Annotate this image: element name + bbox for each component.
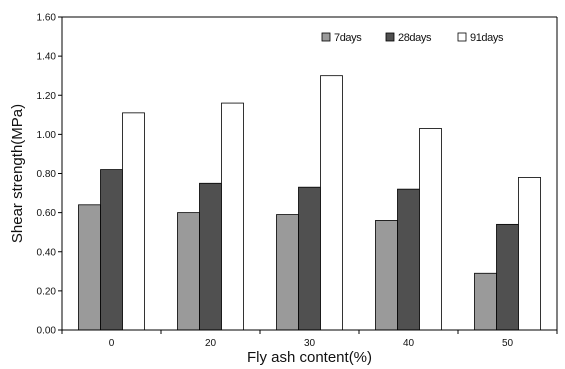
y-tick-label: 0.60 [37, 208, 57, 219]
legend-label-28days: 28days [398, 32, 432, 44]
bar-28days-30 [298, 186, 321, 331]
bar-91days-20 [221, 102, 244, 331]
bar-7days-20 [177, 212, 200, 331]
legend-label-7days: 7days [334, 32, 362, 44]
x-tick-label: 20 [205, 338, 217, 349]
y-tick-label: 1.40 [37, 52, 57, 63]
y-axis-title: Shear strength(MPa) [9, 104, 26, 243]
y-tick-label: 1.20 [37, 91, 57, 102]
x-tick-label: 30 [304, 338, 316, 349]
legend-swatch-7days [321, 32, 331, 42]
x-tick-label: 0 [109, 338, 115, 349]
y-tick-label: 0.40 [37, 247, 57, 258]
bars-group [78, 75, 541, 331]
bar-28days-0 [100, 169, 123, 331]
x-axis-title: Fly ash content(%) [247, 349, 372, 366]
y-tick-label: 0.80 [37, 169, 57, 180]
x-tick-label: 50 [502, 338, 514, 349]
y-axis-ticks: 0.00 0.20 0.40 0.60 0.80 1.00 1.20 1.40 1.60 [37, 13, 62, 337]
legend-swatch-28days [385, 32, 395, 42]
bar-28days-50 [496, 223, 519, 331]
x-tick-label: 40 [403, 338, 415, 349]
bar-7days-0 [78, 204, 101, 331]
bar-91days-50 [518, 177, 541, 331]
legend-label-91days: 91days [470, 32, 504, 44]
y-tick-label: 1.00 [37, 130, 57, 141]
bar-7days-50 [474, 272, 497, 331]
bar-91days-0 [122, 112, 145, 331]
legend-swatch-91days [457, 32, 467, 42]
legend: 7days 28days 91days [321, 32, 504, 44]
bar-7days-40 [375, 220, 398, 331]
y-tick-label: 0.20 [37, 286, 57, 297]
y-tick-label: 1.60 [37, 13, 57, 24]
bar-91days-40 [419, 128, 442, 331]
y-tick-label: 0.00 [37, 326, 57, 337]
bar-28days-40 [397, 188, 420, 331]
bar-28days-20 [199, 182, 222, 331]
bar-91days-30 [320, 75, 343, 331]
x-axis-ticks: 0 20 30 40 50 [61, 330, 558, 349]
bar-7days-30 [276, 214, 299, 331]
